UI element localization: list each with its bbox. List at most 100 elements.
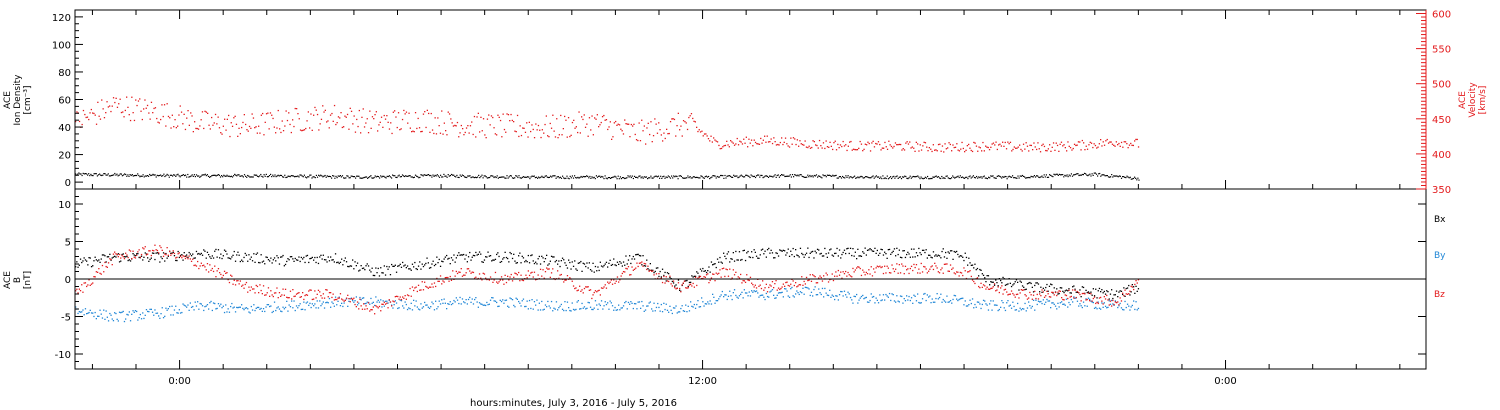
bz-point xyxy=(709,279,711,282)
bz-point xyxy=(1085,299,1087,301)
by-point xyxy=(826,294,828,296)
by-point xyxy=(691,305,693,307)
bz-point xyxy=(963,267,965,269)
bx-point xyxy=(992,281,994,283)
velocity-point xyxy=(468,132,470,134)
by-point xyxy=(931,298,933,300)
bx-point xyxy=(127,259,129,262)
density-point xyxy=(1109,176,1111,178)
velocity-point xyxy=(991,143,993,145)
velocity-point xyxy=(1007,141,1009,143)
by-point xyxy=(555,301,558,303)
velocity-point xyxy=(315,109,317,111)
bz-point xyxy=(852,267,854,270)
bz-point xyxy=(149,250,151,252)
velocity-point xyxy=(439,132,442,134)
bx-point xyxy=(348,266,350,268)
velocity-point xyxy=(502,113,504,115)
by-point xyxy=(572,308,575,311)
density-point xyxy=(778,176,780,178)
by-point xyxy=(980,307,982,310)
by-point xyxy=(1068,301,1070,304)
density-point xyxy=(473,177,475,179)
by-point xyxy=(882,294,885,296)
by-point xyxy=(560,303,562,306)
bx-point xyxy=(1015,279,1018,281)
velocity-point xyxy=(488,114,490,116)
density-point xyxy=(227,175,229,177)
bx-point xyxy=(960,255,963,257)
velocity-point xyxy=(1098,143,1100,145)
bx-point xyxy=(652,269,654,271)
density-point xyxy=(681,177,684,179)
velocity-point xyxy=(216,123,218,125)
by-point xyxy=(658,306,660,309)
density-point xyxy=(434,174,436,176)
bx-point xyxy=(149,258,151,261)
by-point xyxy=(771,289,774,291)
by-point xyxy=(570,310,572,312)
density-point xyxy=(601,175,603,178)
velocity-point xyxy=(89,112,91,114)
density-point xyxy=(572,177,575,179)
bz-point xyxy=(528,274,531,277)
by-point xyxy=(890,299,892,302)
density-point xyxy=(164,175,166,178)
by-point xyxy=(237,307,239,309)
density-point xyxy=(494,176,496,178)
by-point xyxy=(374,304,376,307)
bx-point xyxy=(275,260,277,262)
density-point xyxy=(158,174,161,177)
bx-point xyxy=(228,257,231,259)
bz-point xyxy=(97,271,99,273)
bx-point xyxy=(349,265,351,267)
by-point xyxy=(172,314,174,316)
velocity-point xyxy=(731,141,733,143)
density-point xyxy=(484,175,486,177)
velocity-point xyxy=(889,144,891,146)
density-point xyxy=(83,173,85,175)
bz-point xyxy=(271,294,273,296)
bx-point xyxy=(177,250,179,253)
density-point xyxy=(736,175,738,177)
density-point xyxy=(571,175,573,177)
bx-point xyxy=(747,250,749,253)
velocity-point xyxy=(835,149,838,151)
density-point xyxy=(406,175,408,177)
bz-point xyxy=(550,272,553,274)
by-point xyxy=(1004,309,1007,312)
by-point xyxy=(343,302,345,304)
by-point xyxy=(286,300,288,302)
bx-point xyxy=(265,256,267,258)
by-point xyxy=(450,303,453,306)
bz-point xyxy=(446,276,448,279)
density-point xyxy=(764,175,766,177)
density-point xyxy=(381,176,383,178)
by-point xyxy=(431,301,433,303)
by-point xyxy=(795,293,797,295)
by-point xyxy=(699,306,702,308)
density-point xyxy=(532,175,534,177)
bz-point xyxy=(533,271,536,273)
density-point xyxy=(812,176,814,178)
bz-point xyxy=(398,298,400,300)
bx-point xyxy=(435,263,437,266)
density-point xyxy=(289,176,291,178)
density-point xyxy=(275,176,277,178)
bz-point xyxy=(192,258,194,260)
bx-point xyxy=(904,256,907,259)
velocity-point xyxy=(190,112,192,114)
density-point xyxy=(714,175,716,177)
by-point xyxy=(743,289,745,291)
bx-point xyxy=(101,254,104,256)
density-point xyxy=(874,176,876,178)
density-point xyxy=(324,174,326,177)
velocity-point xyxy=(175,127,177,129)
velocity-point xyxy=(1013,146,1015,148)
velocity-point xyxy=(452,125,455,127)
bz-point xyxy=(992,286,994,288)
bx-point xyxy=(333,261,335,263)
bx-point xyxy=(438,258,440,261)
bx-point xyxy=(982,274,985,276)
bx-point xyxy=(715,266,717,269)
